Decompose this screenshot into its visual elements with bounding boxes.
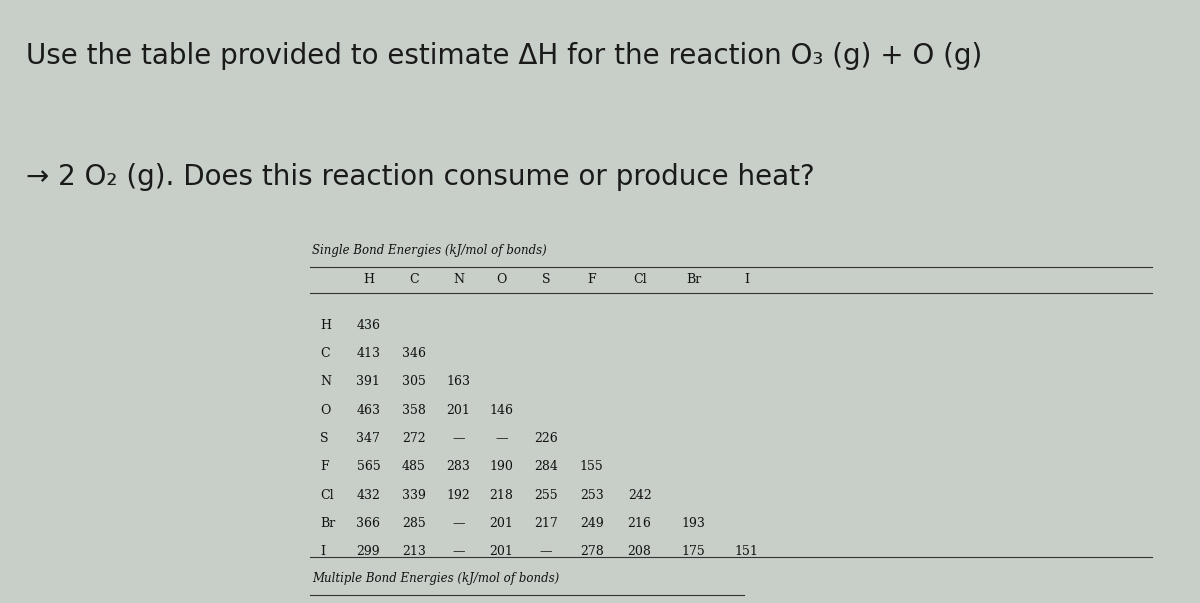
Text: 305: 305 [402,376,426,388]
Text: 285: 285 [402,517,426,530]
Text: C: C [409,273,419,286]
Text: 201: 201 [446,404,470,417]
Text: 193: 193 [682,517,706,530]
Text: Multiple Bond Energies (kJ/mol of bonds): Multiple Bond Energies (kJ/mol of bonds) [312,572,559,585]
Text: 346: 346 [402,347,426,360]
Text: 358: 358 [402,404,426,417]
Text: 299: 299 [356,546,380,558]
Text: —: — [540,546,552,558]
Text: —: — [452,432,464,445]
Text: S: S [320,432,329,445]
Text: O: O [497,273,506,286]
Text: —: — [496,432,508,445]
Text: 213: 213 [402,546,426,558]
Text: Br: Br [320,517,336,530]
Text: 413: 413 [356,347,380,360]
Text: 253: 253 [580,489,604,502]
Text: Single Bond Energies (kJ/mol of bonds): Single Bond Energies (kJ/mol of bonds) [312,244,547,257]
Text: 155: 155 [580,461,604,473]
Text: 272: 272 [402,432,426,445]
Text: 217: 217 [534,517,558,530]
Text: —: — [452,517,464,530]
Text: 249: 249 [580,517,604,530]
Text: → 2 O₂ (g). Does this reaction consume or produce heat?: → 2 O₂ (g). Does this reaction consume o… [26,163,815,191]
Text: O: O [320,404,331,417]
Text: 163: 163 [446,376,470,388]
Text: Use the table provided to estimate ΔH for the reaction O₃ (g) + O (g): Use the table provided to estimate ΔH fo… [26,42,983,70]
Text: 218: 218 [490,489,514,502]
Text: 347: 347 [356,432,380,445]
Text: 565: 565 [356,461,380,473]
Text: 151: 151 [734,546,758,558]
Text: H: H [362,273,374,286]
Text: C: C [320,347,330,360]
Text: Cl: Cl [632,273,647,286]
Text: N: N [452,273,464,286]
Text: 201: 201 [490,517,514,530]
Text: H: H [320,319,331,332]
Text: 278: 278 [580,546,604,558]
Text: 175: 175 [682,546,706,558]
Text: 255: 255 [534,489,558,502]
Text: 146: 146 [490,404,514,417]
Text: Cl: Cl [320,489,334,502]
Text: 216: 216 [628,517,652,530]
Text: 190: 190 [490,461,514,473]
Text: I: I [744,273,749,286]
Text: F: F [320,461,329,473]
Text: 226: 226 [534,432,558,445]
Text: 391: 391 [356,376,380,388]
Text: I: I [320,546,325,558]
Text: 242: 242 [628,489,652,502]
Text: 436: 436 [356,319,380,332]
Text: F: F [587,273,596,286]
Text: 283: 283 [446,461,470,473]
Text: S: S [541,273,551,286]
Text: 485: 485 [402,461,426,473]
Text: 208: 208 [628,546,652,558]
Text: —: — [452,546,464,558]
Text: 366: 366 [356,517,380,530]
Text: N: N [320,376,331,388]
Text: 192: 192 [446,489,470,502]
Text: 432: 432 [356,489,380,502]
Text: 201: 201 [490,546,514,558]
Text: 284: 284 [534,461,558,473]
Text: 339: 339 [402,489,426,502]
Text: 463: 463 [356,404,380,417]
Text: Br: Br [686,273,701,286]
